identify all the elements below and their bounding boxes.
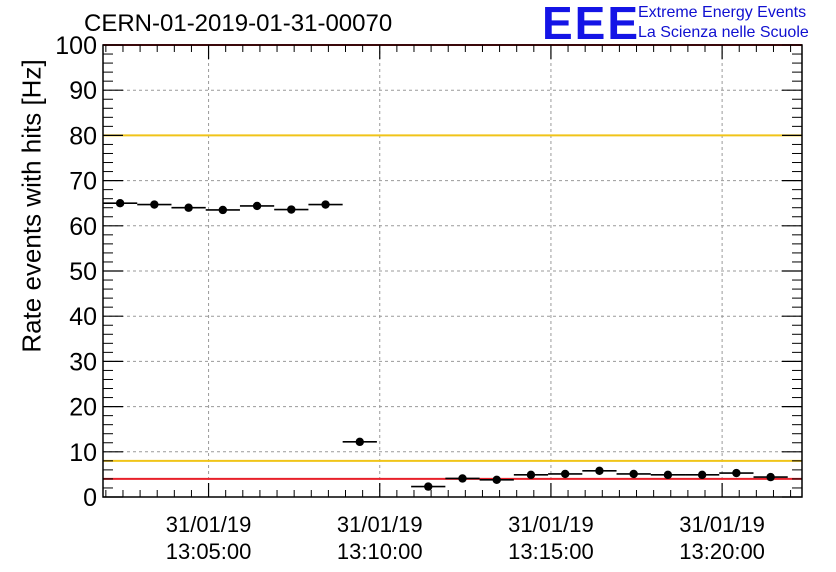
logo-line-1: Extreme Energy Events xyxy=(638,4,807,21)
y-axis-label: Rate events with hits [Hz] xyxy=(16,59,47,353)
y-tick-label: 80 xyxy=(69,122,97,150)
y-tick-label: 100 xyxy=(55,32,97,60)
y-tick-label: 0 xyxy=(83,484,97,512)
data-point xyxy=(766,472,775,482)
y-tick-label: 40 xyxy=(69,303,97,331)
data-point xyxy=(184,203,193,212)
data-point xyxy=(150,200,159,209)
logo-line-2: La Scienza nelle Scuole xyxy=(638,24,809,41)
y-tick-label: 90 xyxy=(69,77,97,105)
x-tick-label-date: 31/01/19 xyxy=(337,512,423,537)
eee-logo-mark: EEE xyxy=(542,0,641,49)
x-tick-label-time: 13:05:00 xyxy=(166,539,252,564)
x-tick-label-date: 31/01/19 xyxy=(679,512,765,537)
data-point xyxy=(218,205,228,215)
chart-title: CERN-01-2019-01-31-00070 xyxy=(84,10,393,37)
tick-labels: 010203040506070809010031/01/1913:05:0031… xyxy=(55,32,765,564)
y-tick-label: 70 xyxy=(69,168,97,196)
y-tick-label: 10 xyxy=(69,439,97,467)
data-point xyxy=(629,469,638,479)
data-point xyxy=(287,205,296,214)
data-point xyxy=(115,199,125,208)
grid-layer xyxy=(103,45,802,497)
data-point xyxy=(526,470,536,480)
data-point xyxy=(424,482,433,491)
data-point xyxy=(560,469,570,479)
y-tick-label: 20 xyxy=(69,394,97,422)
reference-lines xyxy=(103,44,802,480)
x-tick-label-date: 31/01/19 xyxy=(508,512,594,537)
y-tick-label: 50 xyxy=(69,258,97,286)
data-point xyxy=(355,437,364,447)
x-tick-label-time: 13:10:00 xyxy=(337,539,423,564)
data-point xyxy=(252,201,262,211)
data-point xyxy=(492,475,501,485)
x-tick-label-date: 31/01/19 xyxy=(166,512,252,537)
axis-ticks xyxy=(103,44,802,498)
data-point xyxy=(321,200,330,209)
y-tick-label: 30 xyxy=(69,348,97,376)
data-point xyxy=(663,470,673,480)
eee-logo: EEE Extreme Energy Events La Scienza nel… xyxy=(542,0,832,49)
data-series xyxy=(103,199,788,491)
data-point xyxy=(595,466,604,475)
data-point xyxy=(458,474,467,483)
data-point xyxy=(732,468,741,478)
x-tick-label-time: 13:20:00 xyxy=(679,539,765,564)
x-tick-label-time: 13:15:00 xyxy=(508,539,594,564)
y-tick-label: 60 xyxy=(69,213,97,241)
data-point xyxy=(697,470,707,480)
